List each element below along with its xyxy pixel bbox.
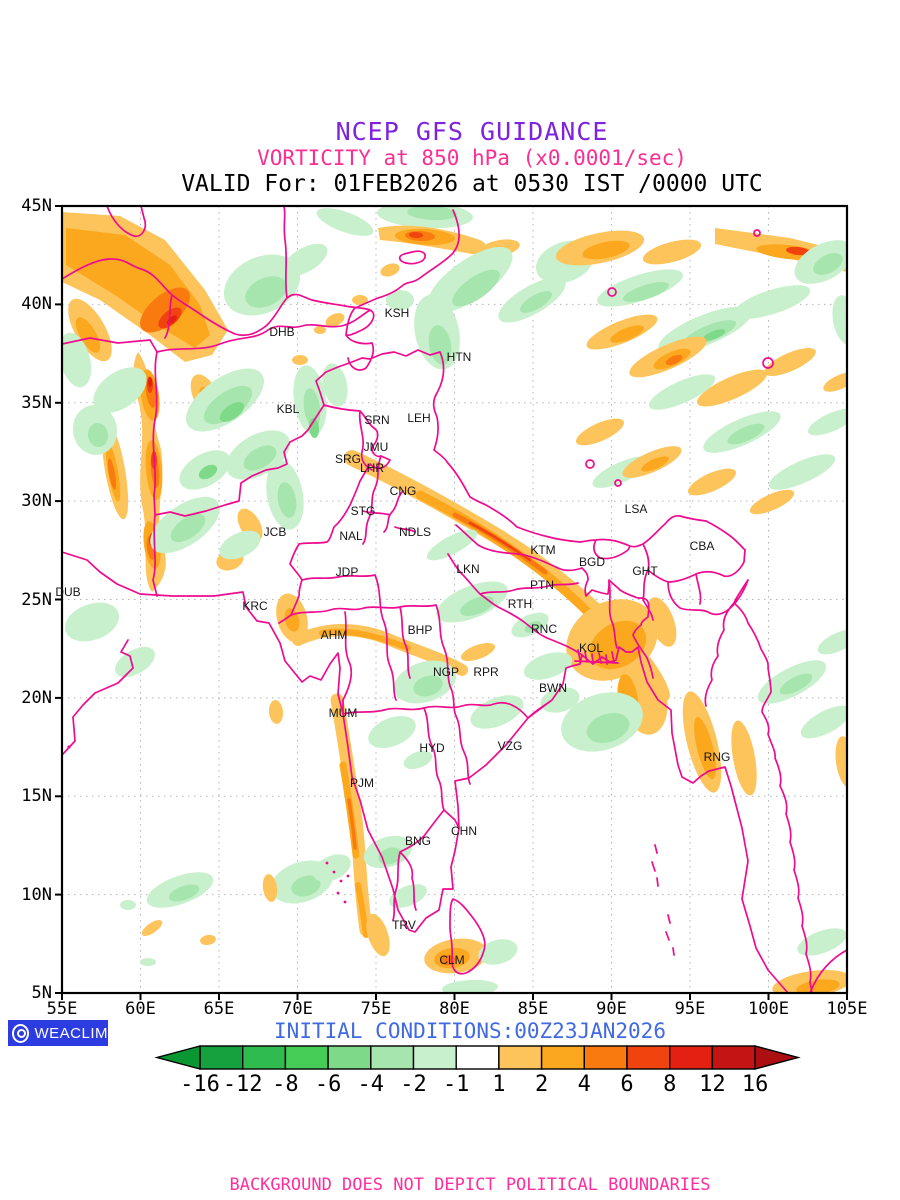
x-tick-label: 80E (439, 999, 470, 1019)
station-label: RPR (473, 665, 499, 679)
x-tick-label: 60E (125, 999, 156, 1019)
x-tick-label: 100E (748, 999, 789, 1019)
station-label: SRG (334, 452, 362, 466)
y-tick-label: 10N (21, 884, 52, 905)
station-label: BGD (578, 555, 606, 569)
station-label: RTH (507, 597, 533, 611)
colorbar-tick-label: 4 (577, 1072, 591, 1097)
station-label: JCB (263, 525, 287, 539)
station-label: LEH (407, 411, 431, 425)
station-label: KSH (384, 306, 410, 320)
x-tick-label: 65E (203, 999, 235, 1019)
station-label: RNG (703, 750, 731, 764)
map-frame (60, 204, 849, 995)
station-label: BWN (539, 681, 567, 695)
axis-ticks (55, 205, 848, 1000)
x-tick-label: 70E (282, 999, 313, 1019)
station-label: CLM (439, 953, 465, 967)
station-label: LHR (359, 461, 385, 475)
y-tick-label: 40N (21, 294, 52, 315)
y-tick-label: 5N (31, 983, 52, 1003)
colorbar-tick-label: 12 (699, 1072, 726, 1097)
station-label: CHN (451, 824, 477, 838)
station-label: PJM (350, 776, 374, 790)
colorbar-tick-label: 2 (534, 1072, 549, 1097)
y-tick-label: 45N (21, 196, 52, 216)
x-tick-label: 105E (826, 999, 868, 1019)
x-tick-label: 95E (674, 999, 706, 1019)
disclaimer-text: BACKGROUND DOES NOT DEPICT POLITICAL BOU… (229, 1175, 711, 1195)
station-label: KBL (276, 402, 300, 416)
station-label: CBA (689, 539, 715, 553)
colorbar-tick-label: 6 (620, 1072, 634, 1097)
weaclim-text: WEACLIM (34, 1024, 108, 1042)
station-label: GHT (632, 564, 658, 578)
station-label: HTN (446, 350, 472, 364)
station-label: NDLS (398, 525, 432, 539)
title-variable: VORTICITY at 850 hPa (x0.0001/sec) (257, 146, 687, 170)
station-label: JDP (335, 565, 359, 579)
colorbar-tick-label: 1 (492, 1072, 506, 1097)
initial-conditions-text: INITIAL CONDITIONS:00Z23JAN2026 (274, 1019, 666, 1043)
station-label: DHB (269, 325, 295, 339)
station-label: PTN (530, 578, 554, 592)
colorbar-tick-label: 8 (663, 1072, 677, 1097)
station-label: BHP (407, 623, 433, 637)
station-label: HYD (419, 741, 445, 755)
station-label: KRC (242, 599, 268, 613)
x-tick-label: 85E (517, 999, 549, 1019)
y-tick-label: 35N (21, 392, 52, 413)
station-label: NGP (432, 665, 460, 679)
station-label: KTM (530, 543, 556, 557)
station-label: NAL (339, 529, 363, 543)
colorbar-tick-label: -8 (272, 1072, 299, 1097)
colorbar-tick-label: -2 (400, 1072, 427, 1097)
station-label: CNG (389, 484, 417, 498)
y-tick-label: 25N (21, 589, 52, 610)
colorbar (154, 1045, 801, 1070)
title-valid-time: VALID For: 01FEB2026 at 0530 IST /0000 U… (181, 171, 763, 197)
x-tick-label: 75E (360, 999, 392, 1019)
y-tick-label: 15N (21, 786, 52, 807)
political-boundaries (62, 206, 847, 993)
colorbar-tick-label: -16 (180, 1072, 220, 1097)
weaclim-logo: WEACLIM (8, 1020, 108, 1046)
station-label: SRN (364, 413, 390, 427)
vorticity-shading (62, 206, 847, 993)
colorbar-tick-label: -6 (314, 1072, 342, 1097)
x-tick-label: 55E (46, 999, 78, 1019)
title-model: NCEP GFS GUIDANCE (335, 117, 609, 146)
colorbar-tick-label: -4 (357, 1072, 385, 1097)
colorbar-tick-label: 16 (741, 1072, 769, 1097)
weaclim-icon (12, 1023, 30, 1043)
station-label: AHM (320, 628, 348, 642)
station-label: JMU (363, 440, 389, 454)
station-label: DUB (55, 585, 81, 599)
station-label: RNC (531, 622, 557, 636)
y-tick-label: 20N (21, 687, 52, 708)
station-label: LSA (624, 502, 648, 516)
station-label: TRV (392, 918, 416, 932)
station-label: MUM (328, 706, 358, 720)
station-label: KOL (578, 641, 604, 655)
station-label: BNG (404, 834, 432, 848)
station-label: STG (350, 504, 376, 518)
colorbar-tick-label: -12 (222, 1072, 263, 1097)
station-label: LKN (456, 562, 480, 576)
y-tick-label: 30N (21, 491, 52, 512)
x-tick-label: 90E (596, 999, 627, 1019)
colorbar-tick-label: -1 (442, 1072, 470, 1097)
station-label: VZG (497, 739, 523, 753)
